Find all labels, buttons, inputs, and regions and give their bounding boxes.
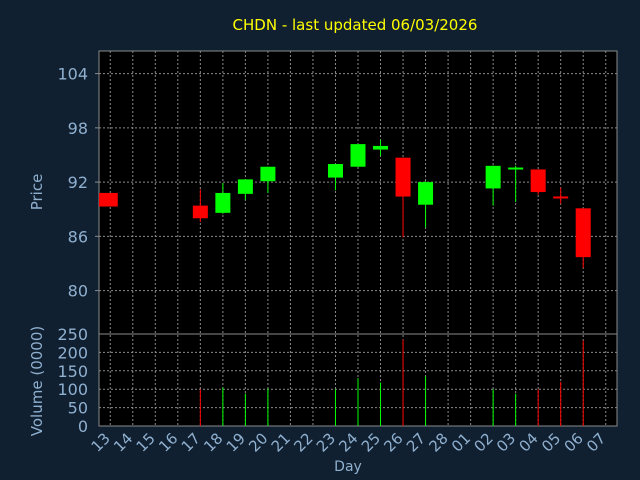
- candle-body: [553, 196, 569, 199]
- candle-body: [350, 144, 366, 167]
- candle-body: [237, 179, 253, 194]
- volume-tick-label: 0: [78, 417, 88, 436]
- day-tick-label: 07: [583, 429, 609, 455]
- candle-body: [530, 169, 546, 193]
- candle-body: [260, 166, 276, 182]
- price-tick-label: 104: [57, 65, 88, 84]
- candle-body: [192, 205, 208, 219]
- x-axis-label: Day: [334, 459, 362, 475]
- price-tick-label: 92: [68, 173, 88, 192]
- candle-body: [373, 145, 389, 150]
- candle-body: [395, 157, 411, 197]
- candle-body: [575, 208, 591, 258]
- candle-body: [99, 192, 118, 207]
- volume-tick-label: 200: [57, 343, 88, 362]
- candle-body: [508, 167, 524, 170]
- marks-layer: [99, 139, 591, 426]
- volume-tick-label: 100: [57, 380, 88, 399]
- price-tick-label: 80: [68, 282, 88, 301]
- volume-tick-label: 250: [57, 325, 88, 344]
- price-tick-label: 98: [68, 119, 88, 138]
- candle-body: [418, 182, 434, 205]
- volume-tick-label: 50: [68, 399, 88, 418]
- chart-title: CHDN - last updated 06/03/2026: [233, 16, 478, 34]
- candle-body: [215, 192, 231, 213]
- price-tick-label: 86: [68, 227, 88, 246]
- candle-body: [327, 164, 343, 178]
- price-axis-label: Price: [28, 174, 46, 211]
- volume-axis-label: Volume (0000): [28, 326, 46, 436]
- candle-body: [485, 165, 501, 189]
- grid-layer: [98, 50, 618, 427]
- volume-tick-label: 150: [57, 362, 88, 381]
